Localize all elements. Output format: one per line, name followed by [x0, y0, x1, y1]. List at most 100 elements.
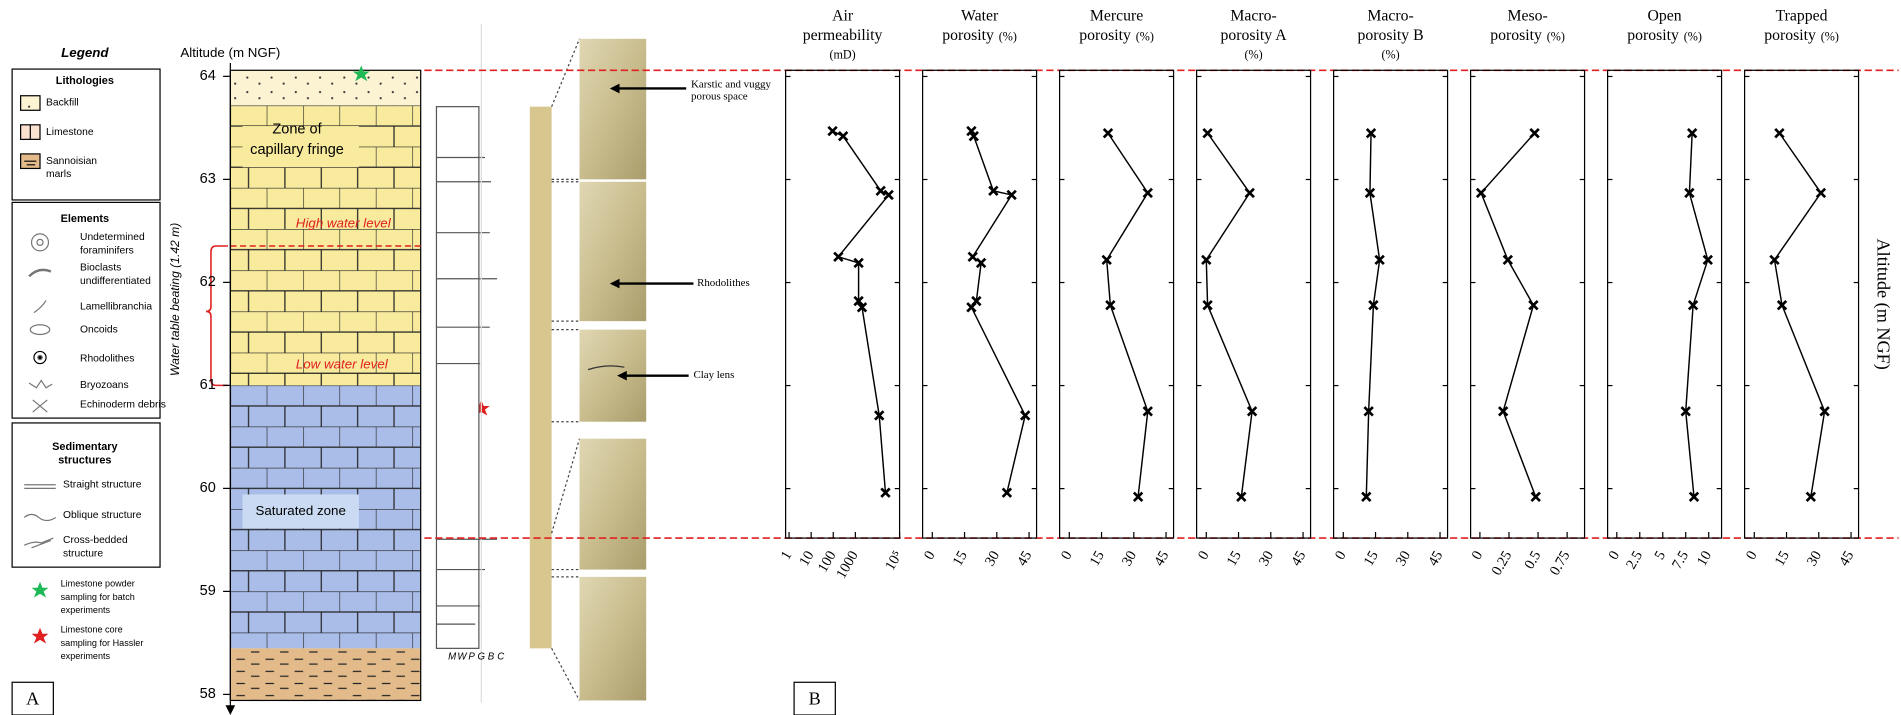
- x-tick-label: 30: [1393, 548, 1414, 569]
- y-tick-label: 61: [200, 377, 216, 393]
- data-point: [1530, 491, 1541, 503]
- x-tick-label: 10: [796, 548, 817, 569]
- texture-label: M: [448, 651, 457, 662]
- texture-label: B: [488, 651, 495, 662]
- chart-unit: (%): [1136, 29, 1154, 43]
- layout: [11, 24, 1899, 715]
- data-point: [966, 302, 977, 313]
- chart-frame: [922, 69, 1038, 539]
- chart-unit: (%): [1382, 48, 1400, 62]
- data-point: [856, 302, 868, 313]
- legend-item: marls: [46, 169, 71, 180]
- data-point: [1769, 254, 1780, 266]
- data-point: [1368, 300, 1379, 311]
- clay-lens: [587, 365, 625, 371]
- photo-label: porous space: [691, 90, 748, 102]
- sed-log: [435, 106, 480, 649]
- y-tick-label: 59: [200, 583, 216, 599]
- x-tick-label: 45: [1151, 548, 1172, 569]
- legend-item: sampling for batch: [61, 592, 135, 602]
- data-point: [1686, 127, 1698, 139]
- data-point: [975, 257, 987, 269]
- panel-label-box: [11, 681, 54, 715]
- core-strip: [529, 106, 552, 649]
- data-point: [1361, 491, 1372, 503]
- data-point: [968, 131, 979, 142]
- x-tick-label: 1: [778, 548, 795, 562]
- x-tick-label: 45: [1288, 548, 1309, 569]
- x-tick-label: 1000: [833, 548, 861, 581]
- data-point: [853, 257, 864, 269]
- chart-frame: [1470, 69, 1586, 539]
- x-tick-label: 30: [1256, 548, 1277, 569]
- core-photo: [579, 38, 647, 180]
- chart-title: Macro-: [1367, 8, 1413, 25]
- data-point: [1774, 127, 1785, 139]
- legend-item: Limestone core: [61, 625, 123, 635]
- legend-box: [11, 68, 161, 201]
- x-tick-label: 0: [1195, 548, 1212, 562]
- x-tick-label: 15: [1361, 548, 1382, 569]
- photo-label: Rhodolithes: [697, 277, 750, 289]
- x-tick-label: 7.5: [1669, 548, 1692, 572]
- x-tick-label: 45: [1836, 548, 1857, 569]
- data-point: [837, 131, 849, 142]
- data-point: [1365, 127, 1377, 139]
- zone-label: Low water level: [296, 356, 389, 371]
- legend-item: foraminifers: [80, 246, 134, 257]
- legend-item: Bioclasts: [80, 263, 121, 274]
- legend-section: Elements: [61, 213, 109, 225]
- label-bg: [242, 126, 359, 168]
- x-tick-label: 0: [1058, 548, 1075, 562]
- green-star: [352, 65, 370, 82]
- legend-item: sampling for Hassler: [61, 638, 144, 648]
- y-tick-label: 64: [200, 68, 216, 84]
- data-point: [1529, 127, 1540, 139]
- legend-item: Sannoisian: [46, 156, 97, 167]
- chart-title: porosity: [942, 27, 994, 44]
- label-bg: [242, 494, 359, 529]
- data-point: [1244, 187, 1255, 199]
- data-point: [1497, 406, 1509, 417]
- core-photo: [579, 438, 647, 570]
- data-point: [1142, 406, 1153, 417]
- legend-item: Rhodolithes: [80, 353, 134, 364]
- photo-arrows: [615, 87, 694, 377]
- data-point: [1101, 254, 1112, 266]
- chart-unit: (%): [1684, 29, 1702, 43]
- profile-line: [1105, 132, 1149, 497]
- axis-title: Altitude (m NGF): [180, 45, 280, 60]
- swatch: [20, 95, 41, 111]
- data-point: [1105, 300, 1116, 311]
- x-tick-label: 30: [1804, 548, 1825, 569]
- chart-unit: (%): [1547, 29, 1565, 43]
- chart-title: porosity A: [1221, 27, 1288, 44]
- chart-title: porosity: [1627, 27, 1679, 44]
- x-tick-label: 15: [1224, 548, 1245, 569]
- zone-label: capillary fringe: [250, 142, 344, 158]
- profile-line: [1773, 132, 1826, 497]
- x-tick-label: 15: [950, 548, 971, 569]
- texture-label: G: [478, 651, 486, 662]
- x-tick-label: 0: [1606, 548, 1623, 562]
- x-tick-label: 0: [921, 548, 938, 562]
- legend-section: structures: [58, 454, 111, 466]
- green-star: [31, 581, 49, 598]
- data-point: [1001, 487, 1013, 498]
- data-point: [988, 185, 999, 197]
- chart-frame: [785, 69, 901, 539]
- data-point: [1202, 300, 1213, 311]
- data-point: [1132, 491, 1144, 503]
- profile-line: [832, 130, 890, 493]
- chart-unit: (mD): [829, 48, 855, 62]
- data-point: [1815, 187, 1827, 199]
- chart-title: porosity B: [1358, 27, 1424, 44]
- legend-item: Oncoids: [80, 324, 118, 335]
- chart-frame: [1196, 69, 1312, 539]
- x-tick-label: 15: [1087, 548, 1108, 569]
- brace: [206, 245, 228, 387]
- data-point: [1688, 491, 1700, 503]
- core-photo: [579, 576, 647, 701]
- legend-item: Echinoderm debris: [80, 399, 166, 410]
- x-tick-label: 15: [1772, 548, 1793, 569]
